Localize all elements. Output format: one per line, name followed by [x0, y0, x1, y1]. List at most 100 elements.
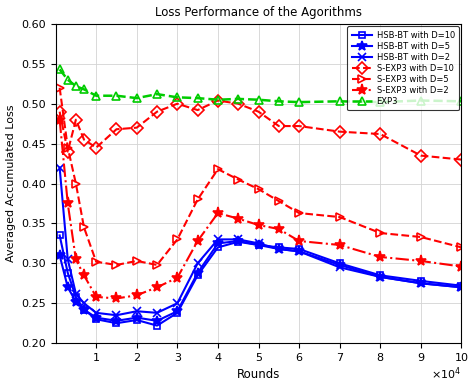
HSB-BT with D=10 [81, 307, 87, 312]
Line: HSB-BT with D=2: HSB-BT with D=2 [55, 163, 465, 319]
HSB-BT with D=5 [134, 315, 140, 320]
HSB-BT with D=2 [134, 309, 140, 313]
S-EXP3 with D=2 [93, 295, 99, 299]
HSB-BT with D=10 [459, 283, 465, 288]
Line: HSB-BT with D=10: HSB-BT with D=10 [56, 232, 465, 329]
S-EXP3 with D=10 [296, 124, 302, 128]
HSB-BT with D=5 [73, 299, 79, 304]
EXP3 [134, 96, 140, 101]
HSB-BT with D=2 [377, 275, 383, 279]
S-EXP3 with D=10 [337, 129, 343, 134]
S-EXP3 with D=5 [215, 167, 221, 171]
S-EXP3 with D=2 [337, 243, 343, 247]
HSB-BT with D=10 [134, 318, 140, 322]
HSB-BT with D=10 [296, 247, 302, 251]
HSB-BT with D=2 [418, 281, 424, 286]
S-EXP3 with D=10 [134, 125, 140, 130]
X-axis label: Rounds: Rounds [237, 368, 280, 382]
S-EXP3 with D=10 [418, 153, 424, 158]
S-EXP3 with D=2 [134, 293, 140, 298]
HSB-BT with D=5 [337, 263, 343, 267]
S-EXP3 with D=10 [459, 157, 465, 162]
S-EXP3 with D=5 [174, 237, 180, 242]
Y-axis label: Averaged Accumulated Loss: Averaged Accumulated Loss [6, 105, 16, 262]
EXP3 [296, 100, 302, 104]
EXP3 [65, 77, 71, 82]
HSB-BT with D=5 [236, 239, 241, 243]
EXP3 [114, 93, 119, 98]
S-EXP3 with D=5 [114, 263, 119, 267]
HSB-BT with D=5 [377, 275, 383, 279]
S-EXP3 with D=5 [418, 235, 424, 239]
HSB-BT with D=10 [236, 240, 241, 244]
Title: Loss Performance of the Agorithms: Loss Performance of the Agorithms [155, 5, 362, 19]
S-EXP3 with D=2 [296, 239, 302, 243]
HSB-BT with D=2 [57, 165, 63, 170]
S-EXP3 with D=5 [337, 215, 343, 219]
EXP3 [154, 92, 160, 96]
S-EXP3 with D=5 [195, 197, 201, 202]
S-EXP3 with D=2 [65, 201, 71, 206]
EXP3 [93, 93, 99, 98]
HSB-BT with D=10 [215, 245, 221, 250]
HSB-BT with D=2 [215, 237, 221, 242]
HSB-BT with D=5 [296, 249, 302, 254]
HSB-BT with D=5 [174, 309, 180, 313]
EXP3 [81, 87, 87, 92]
S-EXP3 with D=10 [255, 110, 261, 114]
EXP3 [215, 98, 221, 102]
S-EXP3 with D=2 [255, 223, 261, 227]
S-EXP3 with D=5 [459, 245, 465, 250]
S-EXP3 with D=5 [255, 187, 261, 192]
S-EXP3 with D=10 [65, 149, 71, 154]
HSB-BT with D=2 [195, 261, 201, 265]
EXP3 [174, 95, 180, 99]
S-EXP3 with D=5 [81, 225, 87, 230]
S-EXP3 with D=5 [296, 211, 302, 216]
Line: S-EXP3 with D=2: S-EXP3 with D=2 [54, 114, 467, 304]
Line: HSB-BT with D=5: HSB-BT with D=5 [55, 236, 466, 326]
HSB-BT with D=10 [57, 233, 63, 238]
EXP3 [418, 98, 424, 103]
EXP3 [255, 98, 261, 102]
HSB-BT with D=2 [276, 247, 282, 251]
EXP3 [276, 99, 282, 104]
HSB-BT with D=2 [296, 249, 302, 254]
S-EXP3 with D=2 [174, 276, 180, 280]
S-EXP3 with D=2 [236, 216, 241, 221]
HSB-BT with D=5 [195, 271, 201, 275]
S-EXP3 with D=2 [154, 285, 160, 289]
HSB-BT with D=5 [255, 243, 261, 247]
Legend: HSB-BT with D=10, HSB-BT with D=5, HSB-BT with D=2, S-EXP3 with D=10, S-EXP3 wit: HSB-BT with D=10, HSB-BT with D=5, HSB-B… [347, 26, 459, 110]
HSB-BT with D=10 [337, 261, 343, 265]
S-EXP3 with D=5 [154, 263, 160, 267]
S-EXP3 with D=2 [73, 257, 79, 262]
S-EXP3 with D=5 [377, 231, 383, 235]
S-EXP3 with D=10 [93, 145, 99, 150]
Line: EXP3: EXP3 [55, 65, 465, 106]
HSB-BT with D=5 [81, 307, 87, 312]
Line: S-EXP3 with D=5: S-EXP3 with D=5 [55, 84, 465, 269]
HSB-BT with D=5 [276, 247, 282, 251]
HSB-BT with D=10 [255, 243, 261, 247]
EXP3 [195, 96, 201, 101]
EXP3 [459, 99, 465, 104]
HSB-BT with D=10 [73, 295, 79, 299]
S-EXP3 with D=10 [276, 124, 282, 128]
HSB-BT with D=5 [114, 319, 119, 323]
S-EXP3 with D=10 [57, 110, 63, 114]
HSB-BT with D=5 [459, 285, 465, 289]
S-EXP3 with D=5 [236, 177, 241, 182]
HSB-BT with D=10 [195, 273, 201, 277]
EXP3 [236, 97, 241, 101]
HSB-BT with D=2 [236, 237, 241, 242]
HSB-BT with D=10 [276, 245, 282, 250]
HSB-BT with D=10 [93, 317, 99, 322]
S-EXP3 with D=10 [174, 101, 180, 106]
HSB-BT with D=10 [65, 271, 71, 275]
S-EXP3 with D=2 [114, 296, 119, 301]
S-EXP3 with D=5 [73, 181, 79, 186]
HSB-BT with D=5 [154, 319, 160, 323]
HSB-BT with D=10 [154, 323, 160, 328]
HSB-BT with D=10 [114, 321, 119, 325]
